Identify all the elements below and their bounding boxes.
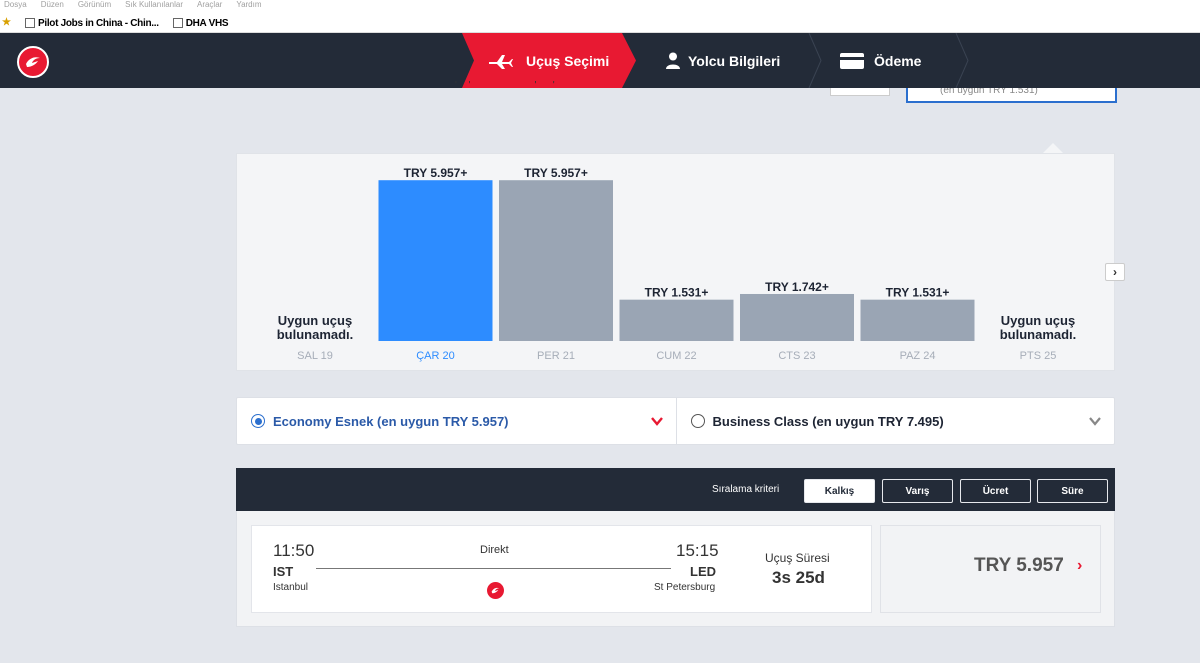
fare-class-economy[interactable]: Economy Esnek (en uygun TRY 5.957) [237,398,676,444]
fare-class-label: Economy Esnek (en uygun TRY 5.957) [273,413,509,429]
card-icon [840,52,864,69]
chevron-down-icon[interactable] [650,414,664,428]
departure-city: Istanbul [273,582,309,593]
sort-price-button[interactable]: Ücret [960,479,1031,503]
bird-logo-icon [26,57,40,67]
date-tick-label: ÇAR 20 [416,350,455,362]
sort-bar: Sıralama kriteri Kalkış Varış Ücret Süre [236,468,1115,511]
bookmark-pilot-jobs[interactable]: Pilot Jobs in China - Chin... [24,17,159,29]
fare-class-label: Business Class (en uygun TRY 7.495) [712,413,944,429]
chart-next-button[interactable]: › [1105,263,1125,281]
step-label: Yolcu Bilgileri [688,52,781,69]
bar-price-label: TRY 1.531+ [645,286,709,300]
favorites-star-icon[interactable]: ★ [2,17,11,28]
chart-bar[interactable] [740,293,854,341]
date-tick-label: PAZ 24 [900,350,936,362]
no-flight-label: Uygun uçuş [1001,313,1075,328]
chart-bar[interactable] [378,180,493,341]
step-flight-selection[interactable]: Uçuş Seçimi [462,33,636,88]
airline-logo[interactable] [17,46,49,78]
bar-price-label: TRY 1.531+ [886,286,950,300]
menu-help[interactable]: Yardım [236,0,262,9]
chart-bar[interactable] [619,299,734,341]
no-flight-label: bulunamadı. [1000,327,1077,342]
duration-value: 3s 25d [772,568,825,587]
step-divider [808,32,822,89]
sort-duration-button[interactable]: Süre [1037,479,1108,503]
date-tick-label: PER 21 [537,350,575,362]
bar-price-label: TRY 5.957+ [404,166,468,180]
stops-label: Direkt [480,544,509,556]
arrival-city: St Petersburg [654,582,716,593]
step-payment[interactable]: Ödeme [840,33,921,88]
route-line [316,568,671,569]
date-tick-label: SAL 19 [297,350,333,362]
no-flight-label: bulunamadı. [277,327,354,342]
flight-details-card[interactable] [251,525,872,613]
radio-business[interactable] [690,414,705,428]
departure-time: 11:50 [273,541,315,560]
chart-bar[interactable] [860,299,975,341]
bar-price-label: TRY 1.742+ [765,280,829,294]
fare-class-business[interactable]: Business Class (en uygun TRY 7.495) [675,398,1115,444]
bookmark-label: DHA VHS [185,17,229,29]
page-icon [172,18,183,28]
chart-bar[interactable] [499,180,613,341]
fare-hint: (en uygun TRY 1.531) [940,88,1038,96]
chart-pointer [1042,143,1064,154]
sort-arrival-button[interactable]: Varış [882,479,953,503]
menu-edit[interactable]: Düzen [40,0,64,9]
chevron-right-icon: › [1113,265,1117,279]
search-summary-fragment: ' ' ' ' [455,80,557,91]
radio-economy[interactable] [251,414,265,428]
browser-menubar: Dosya Düzen Görünüm Sık Kullanılanlar Ar… [0,0,1200,14]
sort-label: Sıralama kriteri [712,484,780,495]
price-select-card[interactable] [880,525,1101,613]
sort-departure-button[interactable]: Kalkış [804,479,875,503]
arrival-airport-code: LED [690,564,716,579]
duration-label: Uçuş Süresi [765,551,830,565]
date-tick-label: CUM 22 [656,350,696,362]
bookmarks-bar: ★ Pilot Jobs in China - Chin... DHA VHS [0,14,1200,33]
flight-price[interactable]: TRY 5.957 [974,555,1064,576]
fare-hint-box[interactable]: (en uygun TRY 1.531) [906,88,1117,103]
menu-tools[interactable]: Araçlar [196,0,223,9]
arrival-time: 15:15 [676,541,719,560]
no-flight-label: Uygun uçuş [278,313,352,328]
plane-icon [489,54,513,69]
step-label: Uçuş Seçimi [526,52,610,69]
bar-price-label: TRY 5.957+ [524,166,588,180]
step-label: Ödeme [874,52,922,69]
menu-view[interactable]: Görünüm [77,0,112,9]
menu-file[interactable]: Dosya [4,0,27,9]
airline-logo-icon [487,582,504,599]
bookmark-dha-vhs[interactable]: DHA VHS [172,17,229,29]
booking-navbar: Uçuş Seçimi Yolcu Bilgileri Ödeme [0,32,1200,89]
step-passenger-info[interactable]: Yolcu Bilgileri [666,33,780,88]
chevron-down-icon[interactable] [1088,414,1102,428]
stepper-fragment[interactable] [830,88,890,96]
date-tick-label: CTS 23 [778,350,815,362]
departure-airport-code: IST [273,564,294,579]
user-icon [666,52,680,69]
date-tick-label: PTS 25 [1020,350,1057,362]
page-icon [24,18,35,28]
step-divider [955,32,969,89]
bookmark-label: Pilot Jobs in China - Chin... [37,17,159,29]
chevron-right-icon[interactable]: › [1077,557,1083,574]
fare-class-selector: Economy Esnek (en uygun TRY 5.957) Busin… [236,397,1115,445]
menu-favorites[interactable]: Sık Kullanılanlar [125,0,183,9]
